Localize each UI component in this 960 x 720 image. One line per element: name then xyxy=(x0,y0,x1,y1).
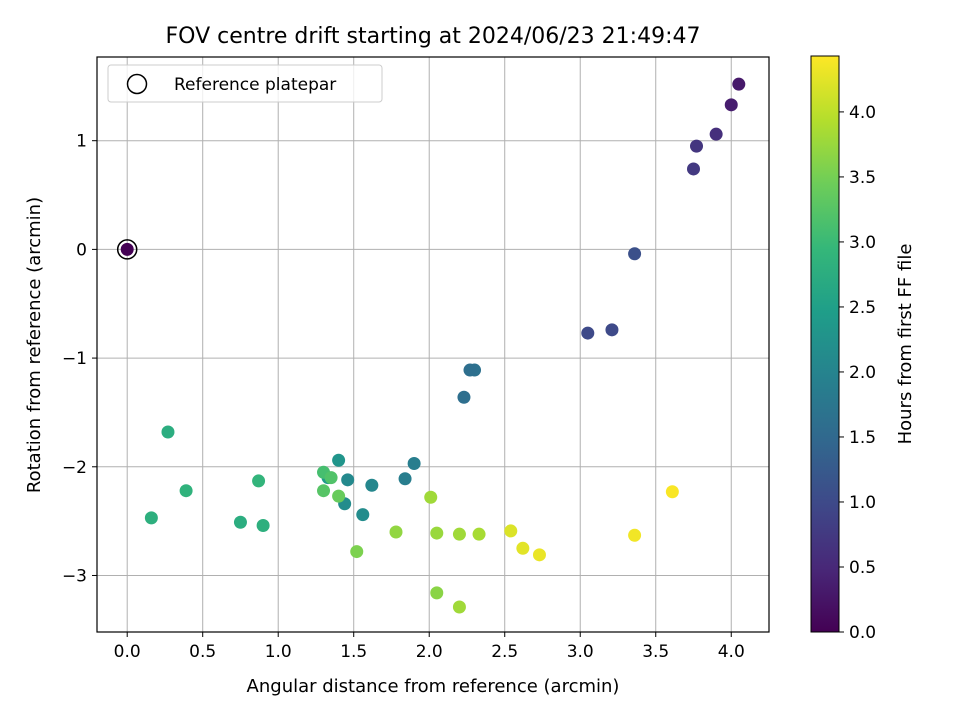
scatter-point xyxy=(317,484,331,498)
scatter-point xyxy=(120,242,134,256)
scatter-point xyxy=(452,527,466,541)
scatter-point xyxy=(709,127,723,141)
scatter-point xyxy=(463,363,477,377)
scatter-point xyxy=(690,139,704,153)
scatter-point xyxy=(516,541,530,555)
legend-entry-label: Reference platepar xyxy=(174,75,336,95)
y-tick-label: 0 xyxy=(76,240,87,260)
scatter-point xyxy=(472,527,486,541)
scatter-point xyxy=(365,478,379,492)
y-axis-ticks: 1 0 −1 −2 −3 xyxy=(62,132,97,586)
y-tick-label: 1 xyxy=(76,132,87,152)
y-tick-label: −1 xyxy=(62,349,87,369)
x-tick-label: 2.5 xyxy=(491,642,518,662)
scatter-point xyxy=(144,511,158,525)
x-tick-label: 0.5 xyxy=(189,642,216,662)
scatter-point xyxy=(179,484,193,498)
scatter-point xyxy=(256,518,270,532)
x-tick-label: 2.0 xyxy=(416,642,443,662)
colorbar-tick-label: 3.0 xyxy=(849,233,876,253)
scatter-point xyxy=(233,515,247,529)
colorbar-frame xyxy=(810,55,840,633)
x-tick-label: 1.5 xyxy=(340,642,367,662)
x-tick-label: 3.5 xyxy=(642,642,669,662)
scatter-point xyxy=(350,545,364,559)
scatter-point xyxy=(628,247,642,261)
plot-background xyxy=(97,57,769,632)
scatter-points xyxy=(120,77,746,614)
plot-area: 0.0 0.5 1.0 1.5 2.0 2.5 3.0 3.5 4.0 1 0 −1 −2 −3 xyxy=(62,56,770,662)
scatter-point xyxy=(430,526,444,540)
scatter-point xyxy=(324,471,338,485)
y-axis-label: Rotation from reference (arcmin) xyxy=(24,197,45,493)
reference-marker-group xyxy=(116,239,138,260)
scatter-point xyxy=(430,586,444,600)
colorbar-tick-label: 1.0 xyxy=(849,493,876,513)
scatter-point xyxy=(332,453,346,467)
colorbar-tick-label: 1.5 xyxy=(849,428,876,448)
colorbar: 0.0 0.5 1.0 1.5 2.0 2.5 3.0 3.5 4.0 Hours from f… xyxy=(810,55,916,643)
legend-box xyxy=(107,64,383,103)
colorbar-tick-label: 4.0 xyxy=(849,103,876,123)
x-axis-ticks: 0.0 0.5 1.0 1.5 2.0 2.5 3.0 3.5 4.0 xyxy=(114,632,745,662)
scatter-point xyxy=(341,473,355,487)
colorbar-ticks: 0.0 0.5 1.0 1.5 2.0 2.5 3.0 3.5 4.0 xyxy=(839,103,876,643)
scatter-point xyxy=(398,472,412,486)
scatter-point xyxy=(424,490,438,504)
scatter-point xyxy=(605,323,619,337)
legend-marker-reference xyxy=(126,73,148,95)
y-tick-label: −3 xyxy=(62,566,87,586)
colorbar-tick-label: 3.5 xyxy=(849,168,876,188)
colorbar-tick-label: 0.0 xyxy=(849,623,876,643)
plot-frame xyxy=(96,56,770,633)
x-tick-label: 0.0 xyxy=(114,642,141,662)
scatter-point xyxy=(665,485,679,499)
scatter-point xyxy=(686,162,700,176)
colorbar-tick-label: 2.0 xyxy=(849,363,876,383)
x-axis-label: Angular distance from reference (arcmin) xyxy=(247,676,620,697)
scatter-point xyxy=(389,525,403,539)
scatter-point xyxy=(457,390,471,404)
y-tick-label: −2 xyxy=(62,458,87,478)
grid xyxy=(97,57,769,632)
scatter-point xyxy=(732,77,746,91)
colorbar-tick-label: 0.5 xyxy=(849,558,876,578)
scatter-point xyxy=(161,425,175,439)
colorbar-tick-label: 2.5 xyxy=(849,298,876,318)
scatter-point xyxy=(452,600,466,614)
scatter-point xyxy=(504,524,518,538)
colorbar-gradient xyxy=(811,56,839,632)
scatter-point xyxy=(407,457,421,471)
colorbar-label: Hours from first FF file xyxy=(895,244,916,445)
x-tick-label: 1.0 xyxy=(265,642,292,662)
x-tick-label: 4.0 xyxy=(718,642,745,662)
scatter-point xyxy=(581,326,595,340)
scatter-point xyxy=(532,548,546,562)
scatter-point xyxy=(332,489,346,503)
scatter-point xyxy=(356,508,370,522)
x-tick-label: 3.0 xyxy=(567,642,594,662)
chart-title: FOV centre drift starting at 2024/06/23 … xyxy=(166,24,701,49)
scatter-point xyxy=(724,98,738,112)
scatter-point xyxy=(252,474,266,488)
scatter-point xyxy=(628,528,642,542)
reference-marker xyxy=(116,239,138,260)
legend: Reference platepar xyxy=(107,64,383,103)
